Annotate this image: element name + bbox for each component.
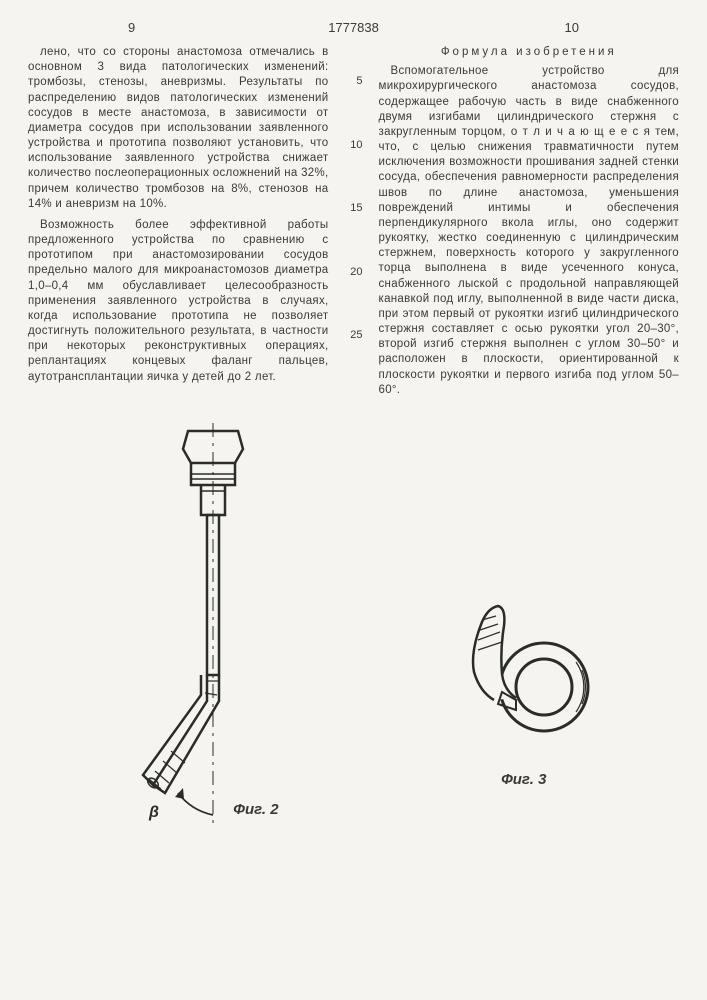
fig2-label: Фиг. 2 (233, 801, 278, 818)
figure-3: Фиг. 3 (424, 592, 624, 788)
line-numbers: 5 10 15 20 25 (345, 45, 363, 404)
figure-2: β Фиг. 2 (83, 423, 313, 828)
page-num-right: 10 (565, 20, 579, 35)
left-column: лено, что со стороны анастомоза отмечали… (28, 45, 329, 404)
claim-title: Формула изобретения (379, 45, 680, 60)
paragraph: лено, что со стороны анастомоза отмечали… (28, 45, 329, 212)
claim-text: Вспомогательное устройство для микрохиру… (379, 64, 680, 398)
fig2-drawing: β (83, 423, 313, 823)
right-column: Формула изобретения Вспомогательное устр… (379, 45, 680, 404)
paragraph: Возможность более эффективной работы пре… (28, 218, 329, 385)
fig3-label: Фиг. 3 (424, 771, 624, 788)
fig3-drawing (424, 592, 624, 762)
patent-number: 1777838 (328, 20, 379, 35)
page-num-left: 9 (128, 20, 135, 35)
angle-label: β (148, 804, 159, 821)
